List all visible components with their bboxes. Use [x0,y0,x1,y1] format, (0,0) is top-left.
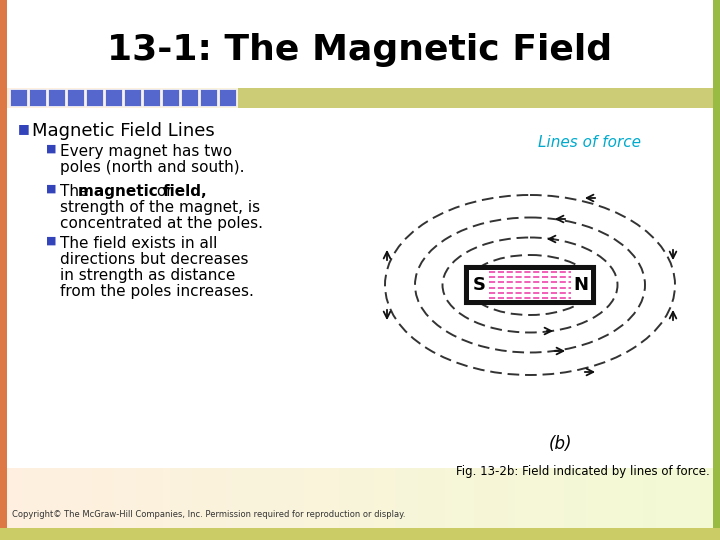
Bar [29,89,46,106]
Bar [238,88,713,108]
Text: The: The [60,184,94,199]
Bar [10,89,27,106]
Bar [0,528,720,540]
Text: poles (north and south).: poles (north and south). [60,160,245,175]
Bar [469,270,591,300]
Bar [143,89,160,106]
Bar [48,89,65,106]
Text: in strength as distance: in strength as distance [60,268,235,283]
Bar [86,89,103,106]
Text: S: S [472,276,485,294]
Text: 13-1: The Magnetic Field: 13-1: The Magnetic Field [107,33,613,67]
Text: concentrated at the poles.: concentrated at the poles. [60,216,263,231]
Bar [465,266,595,304]
Text: Copyright© The McGraw-Hill Companies, Inc. Permission required for reproduction : Copyright© The McGraw-Hill Companies, In… [12,510,405,519]
Text: Fig. 13-2b: Field indicated by lines of force.: Fig. 13-2b: Field indicated by lines of … [456,465,710,478]
Text: or: or [152,184,173,199]
Bar [7,0,713,88]
Bar [162,89,179,106]
Text: Every magnet has two: Every magnet has two [60,144,232,159]
Bar [219,89,236,106]
Bar [181,89,198,106]
Text: strength of the magnet, is: strength of the magnet, is [60,200,260,215]
Text: ■: ■ [46,144,56,154]
Bar [105,89,122,106]
Bar [0,0,7,540]
Text: (b): (b) [548,435,572,453]
Text: Lines of force: Lines of force [539,135,642,150]
Text: from the poles increases.: from the poles increases. [60,284,254,299]
Text: ■: ■ [46,236,56,246]
Text: directions but decreases: directions but decreases [60,252,248,267]
Text: Magnetic Field Lines: Magnetic Field Lines [32,122,215,140]
Bar [713,0,720,540]
Text: magnetic field,: magnetic field, [78,184,207,199]
Bar [67,89,84,106]
Text: The field exists in all: The field exists in all [60,236,217,251]
Text: N: N [574,276,588,294]
Bar [124,89,141,106]
Text: ■: ■ [18,122,30,135]
Text: ■: ■ [46,184,56,194]
Bar [7,108,713,468]
Bar [200,89,217,106]
